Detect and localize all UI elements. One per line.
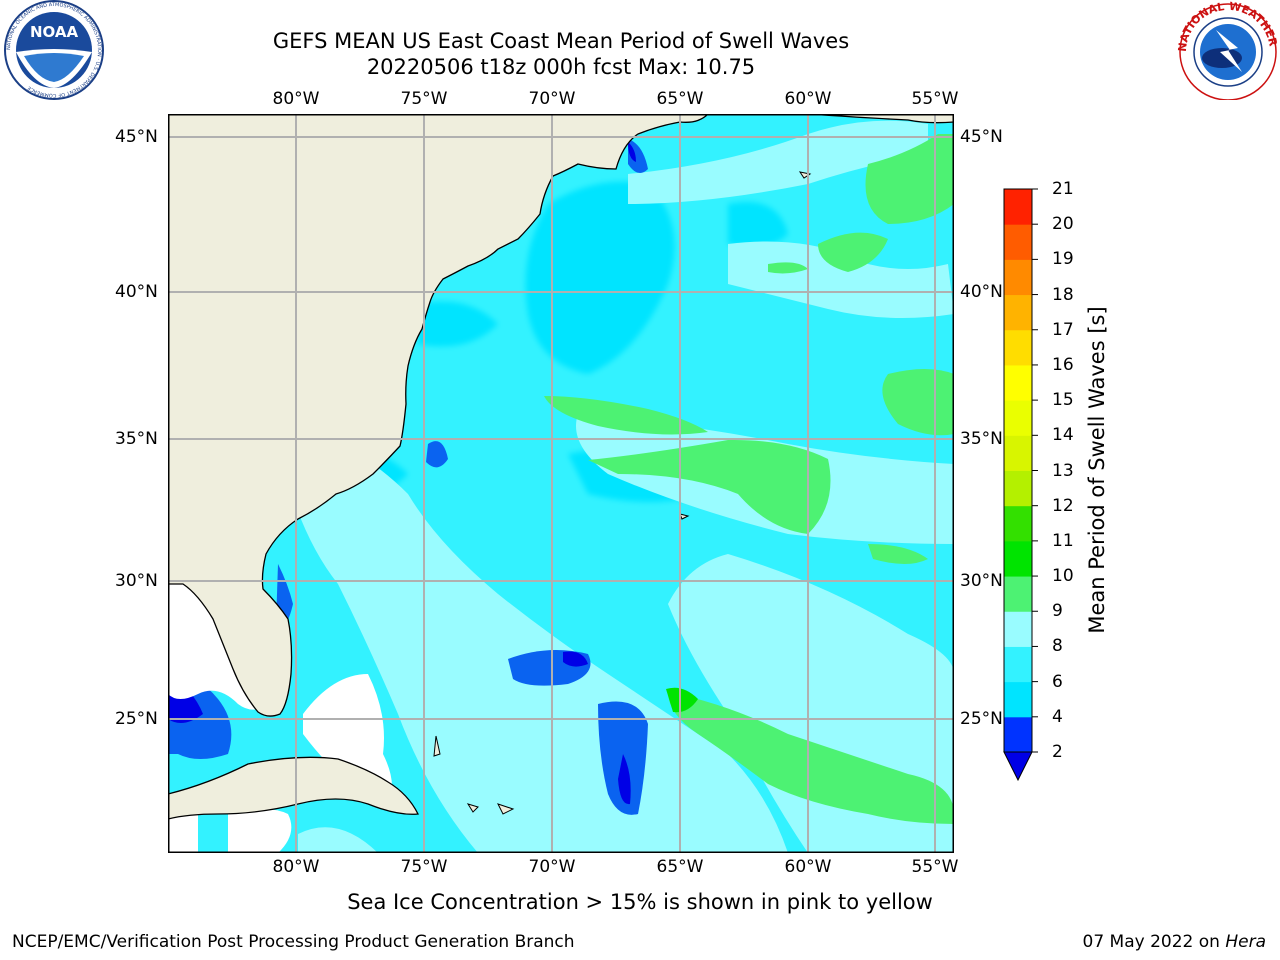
lat-label-right: 25°N — [960, 709, 1003, 729]
lon-label-top: 55°W — [911, 89, 959, 109]
lon-label-bottom: 60°W — [784, 857, 832, 877]
lat-label-right: 30°N — [960, 571, 1003, 591]
colorbar-tick-label: 16 — [1052, 354, 1074, 375]
colorbar-segment — [1004, 259, 1032, 296]
colorbar-segment — [1004, 364, 1032, 401]
lon-label-top: 70°W — [528, 89, 576, 109]
colorbar-label: Mean Period of Swell Waves [s] — [1085, 306, 1109, 634]
lon-label-bottom: 55°W — [911, 857, 959, 877]
colorbar-tick-label: 18 — [1052, 284, 1074, 305]
date-value: 07 May 2022 on — [1082, 932, 1220, 952]
nws-logo: NATIONAL WEATHER SERVICE — [1176, 0, 1280, 100]
colorbar-tick-label: 14 — [1052, 425, 1074, 446]
colorbar-tick-label: 11 — [1052, 530, 1074, 551]
lon-label-bottom: 80°W — [272, 857, 320, 877]
lon-label-bottom: 70°W — [528, 857, 576, 877]
lat-label-right: 40°N — [960, 282, 1003, 302]
colorbar-segment — [1004, 611, 1032, 647]
colorbar-segment — [1004, 329, 1032, 366]
swell-band-10-11s — [666, 687, 698, 713]
colorbar-tick-label: 2 — [1052, 742, 1063, 762]
colorbar-tick-label: 15 — [1052, 390, 1074, 411]
lat-label-right: 45°N — [960, 127, 1003, 147]
colorbar-tick-label: 13 — [1052, 460, 1074, 481]
lon-label-top: 65°W — [656, 89, 704, 109]
colorbar-segment — [1004, 400, 1032, 436]
lat-label-left: 30°N — [115, 571, 158, 591]
colorbar-tick-label: 20 — [1052, 214, 1074, 235]
colorbar-tick-label: 6 — [1052, 671, 1063, 692]
land-areas — [168, 114, 954, 820]
lat-label-left: 45°N — [115, 127, 158, 147]
machine-name: Hera — [1225, 932, 1266, 952]
colorbar-segment — [1004, 576, 1032, 612]
lat-label-left: 35°N — [115, 429, 158, 449]
lon-label-bottom: 65°W — [656, 857, 704, 877]
colorbar-segment — [1004, 505, 1032, 542]
lat-label-left: 40°N — [115, 282, 158, 302]
colorbar-segment — [1004, 435, 1032, 471]
colorbar-tick-label: 21 — [1052, 179, 1074, 199]
colorbar-tick-label: 12 — [1052, 495, 1074, 516]
noaa-logo-text: NOAA — [30, 23, 79, 41]
swell-band-9-10s — [544, 134, 954, 824]
colorbar-tick-label: 17 — [1052, 319, 1074, 340]
credit-text: NCEP/EMC/Verification Post Processing Pr… — [12, 932, 575, 952]
colorbar — [1003, 188, 1038, 782]
lon-label-top: 80°W — [272, 89, 320, 109]
noaa-logo: NOAA NATIONAL OCEANIC AND ATMOSPHERIC AD… — [4, 0, 104, 100]
colorbar-segment — [1004, 224, 1032, 260]
sea-ice-note: Sea Ice Concentration > 15% is shown in … — [347, 890, 933, 914]
lon-label-top: 75°W — [400, 89, 448, 109]
swell-period-map — [168, 114, 954, 853]
colorbar-segment — [1004, 681, 1032, 718]
colorbar-tick-label: 4 — [1052, 706, 1063, 727]
colorbar-tick-label: 9 — [1052, 601, 1063, 622]
lon-label-top: 60°W — [784, 89, 832, 109]
colorbar-tick-label: 10 — [1052, 566, 1074, 587]
map-frame — [168, 114, 954, 853]
colorbar-segment — [1004, 189, 1032, 225]
colorbar-tick-label: 19 — [1052, 249, 1074, 270]
colorbar-segment — [1004, 470, 1032, 507]
colorbar-segment — [1004, 646, 1032, 683]
lat-label-right: 35°N — [960, 429, 1003, 449]
colorbar-tick-label: 8 — [1052, 636, 1063, 657]
colorbar-segment — [1004, 294, 1032, 331]
lon-label-bottom: 75°W — [400, 857, 448, 877]
lat-label-left: 25°N — [115, 709, 158, 729]
chart-title: GEFS MEAN US East Coast Mean Period of S… — [272, 29, 850, 53]
chart-subtitle: 20220506 t18z 000h fcst Max: 10.75 — [366, 55, 756, 79]
date-text: 07 May 2022 on Hera — [1083, 932, 1267, 952]
graticule — [168, 114, 954, 853]
colorbar-under-arrow — [1003, 751, 1033, 782]
small-islands — [433, 171, 812, 815]
colorbar-segment — [1004, 540, 1032, 577]
colorbar-segment — [1004, 716, 1032, 753]
